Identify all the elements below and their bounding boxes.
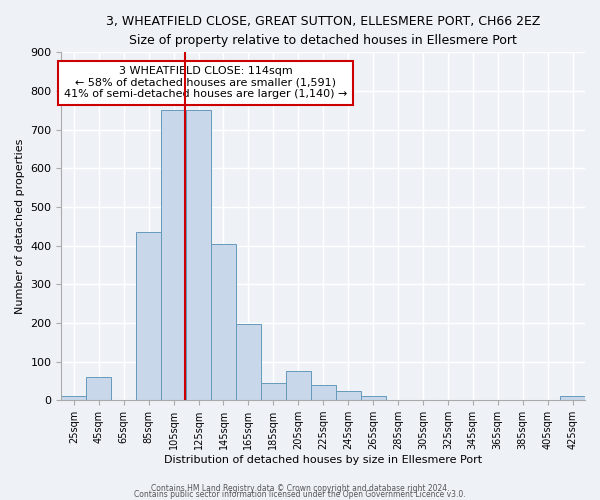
Title: 3, WHEATFIELD CLOSE, GREAT SUTTON, ELLESMERE PORT, CH66 2EZ
Size of property rel: 3, WHEATFIELD CLOSE, GREAT SUTTON, ELLES… [106, 15, 541, 47]
Bar [261, 383, 286, 400]
Bar [186, 110, 211, 400]
Bar [86, 377, 111, 400]
Bar [211, 244, 236, 400]
Bar [311, 385, 335, 400]
Text: 3 WHEATFIELD CLOSE: 114sqm
← 58% of detached houses are smaller (1,591)
41% of s: 3 WHEATFIELD CLOSE: 114sqm ← 58% of deta… [64, 66, 347, 100]
Bar [361, 396, 386, 400]
Text: Contains public sector information licensed under the Open Government Licence v3: Contains public sector information licen… [134, 490, 466, 499]
Bar [560, 396, 585, 400]
Bar [161, 110, 186, 400]
Bar [286, 371, 311, 400]
Text: Contains HM Land Registry data © Crown copyright and database right 2024.: Contains HM Land Registry data © Crown c… [151, 484, 449, 493]
Y-axis label: Number of detached properties: Number of detached properties [15, 138, 25, 314]
X-axis label: Distribution of detached houses by size in Ellesmere Port: Distribution of detached houses by size … [164, 455, 482, 465]
Bar [61, 396, 86, 400]
Bar [136, 232, 161, 400]
Bar [335, 390, 361, 400]
Bar [236, 324, 261, 400]
